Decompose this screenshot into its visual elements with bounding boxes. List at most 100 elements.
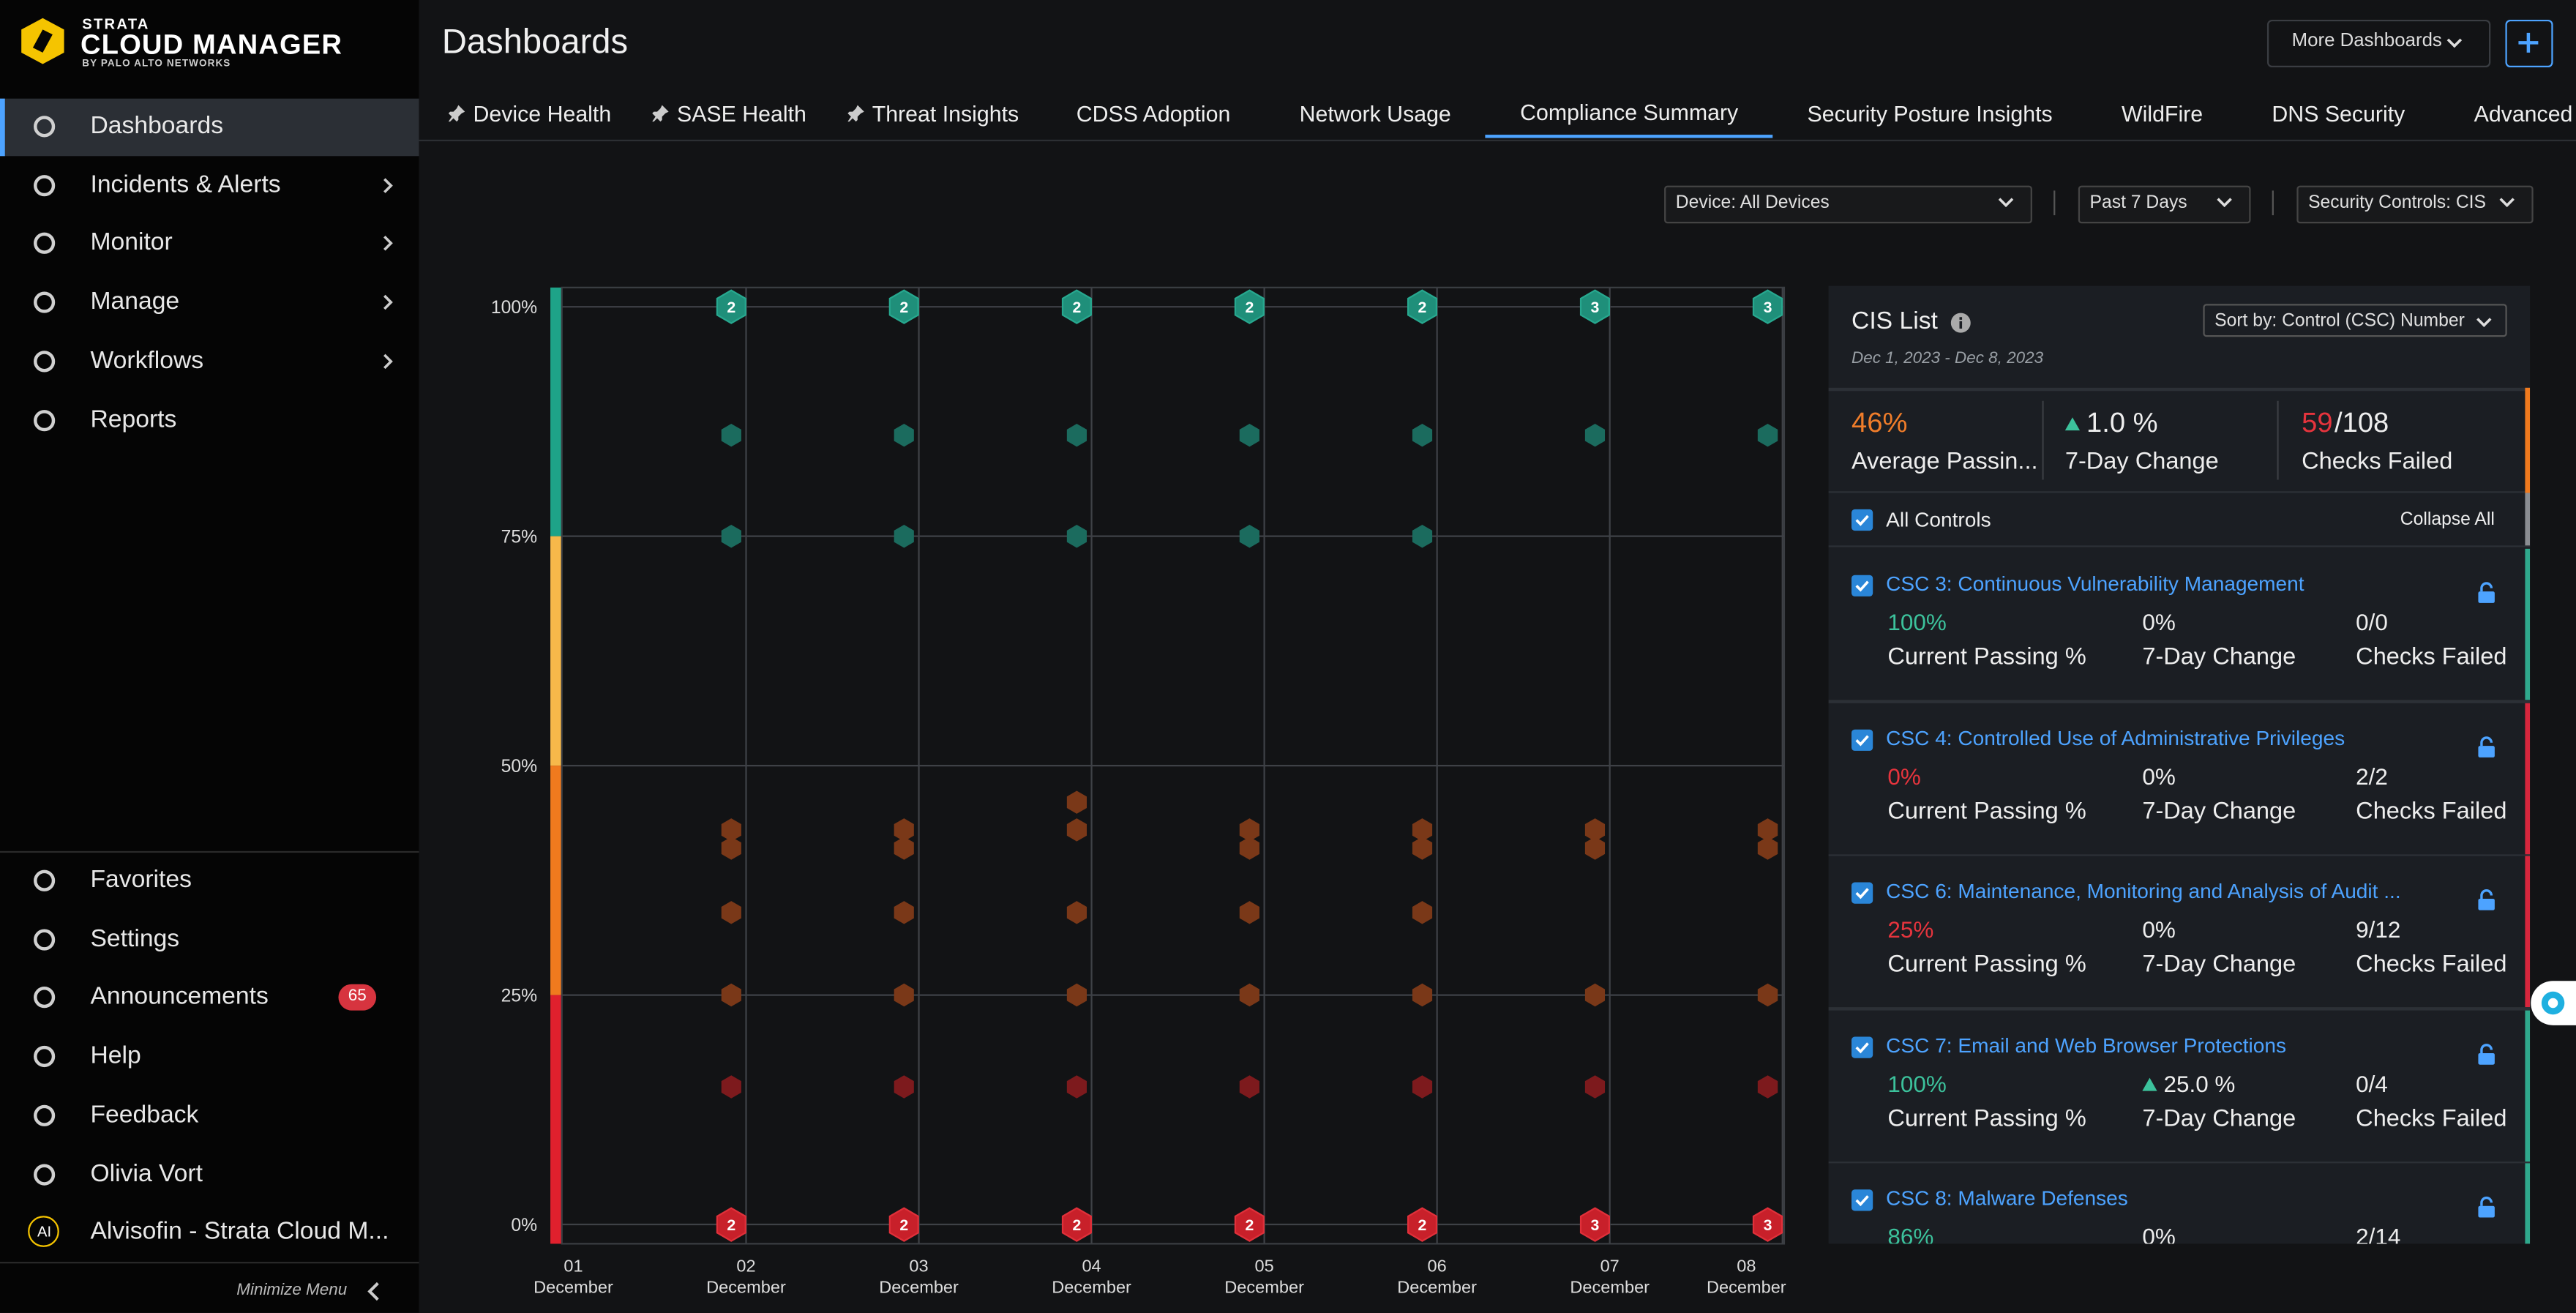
column-label: Checks Failed — [2356, 951, 2507, 979]
nav-item[interactable]: Help — [90, 1041, 141, 1070]
filter-label: Device: All Devices — [1675, 192, 1830, 213]
point — [1239, 1075, 1259, 1099]
nav-item[interactable]: Incidents & Alerts — [90, 170, 281, 198]
checkbox[interactable] — [1852, 1036, 1873, 1058]
x-tick-month: December — [879, 1278, 959, 1297]
control-name[interactable]: CSC 7: Email and Web Browser Protections — [1886, 1033, 2287, 1058]
more-dashboards-btn[interactable] — [2266, 19, 2491, 68]
nav-item[interactable]: Announcements — [90, 983, 269, 1011]
column-label: Current Passing % — [1887, 644, 2086, 671]
failed-label: Checks Failed — [2302, 449, 2453, 476]
assistant-button[interactable] — [2531, 981, 2576, 1025]
point — [1584, 837, 1606, 860]
more-dashboards: More Dashboards — [2291, 31, 2442, 51]
point-count: 2 — [1418, 1216, 1427, 1234]
nav-item[interactable]: Alvisofin - Strata Cloud M... — [90, 1217, 389, 1246]
count-point — [888, 289, 919, 324]
collapse-all[interactable]: Collapse All — [2400, 509, 2495, 530]
control-name[interactable]: CSC 6: Maintenance, Monitoring and Analy… — [1886, 880, 2401, 903]
nav-item[interactable]: Reports — [90, 405, 177, 433]
y-tick-label: 50% — [501, 757, 537, 777]
minimize-menu[interactable]: Minimize Menu — [236, 1282, 348, 1300]
nav-item[interactable]: Manage — [90, 288, 180, 316]
nav-icon — [34, 1163, 56, 1185]
lock-icon — [2478, 736, 2495, 757]
pin-icon — [448, 105, 465, 122]
tab[interactable]: Device Health — [430, 89, 634, 138]
nav-item[interactable]: Settings — [90, 924, 180, 953]
checks-failed: 0/4 — [2356, 1070, 2388, 1097]
filter-select[interactable] — [1664, 185, 2032, 224]
add-btn[interactable] — [2505, 19, 2553, 68]
band — [550, 536, 562, 766]
x-tick-day: 01 — [564, 1257, 583, 1276]
tab[interactable]: Network Usage — [1265, 89, 1485, 138]
current-passing: 86% — [1887, 1224, 1934, 1244]
point — [894, 525, 914, 548]
checkbox[interactable] — [1852, 575, 1873, 596]
nav-item[interactable]: Favorites — [90, 866, 192, 894]
tab[interactable]: Security Posture Insights — [1772, 89, 2087, 138]
brand: CLOUD MANAGER — [80, 29, 343, 61]
point — [1412, 423, 1433, 447]
point — [721, 423, 741, 447]
checks-failed: 2/2 — [2356, 763, 2388, 789]
point — [721, 525, 741, 548]
column-label: 7-Day Change — [2142, 798, 2296, 825]
nav-item[interactable]: Feedback — [90, 1100, 199, 1129]
count-point — [1752, 1207, 1783, 1242]
point — [894, 818, 914, 842]
point — [1757, 837, 1778, 860]
all-controls-stripe — [2525, 493, 2531, 547]
collapse-icon[interactable] — [367, 1282, 381, 1301]
tab[interactable]: Threat Insights — [829, 89, 1041, 138]
tab[interactable]: Advanced URL Filte — [2439, 89, 2576, 138]
tab[interactable]: WildFire — [2087, 89, 2237, 138]
nav-item[interactable]: Dashboards — [90, 111, 224, 140]
point — [721, 837, 741, 860]
point — [1757, 423, 1778, 447]
up-triangle — [2064, 417, 2081, 431]
column-label: Current Passing % — [1887, 951, 2086, 979]
brand-top: STRATA — [82, 15, 150, 33]
nav-icon — [34, 350, 56, 373]
chevron — [383, 295, 393, 310]
x-tick-day: 02 — [736, 1257, 755, 1276]
tab-label: Advanced URL Filte — [2474, 101, 2576, 126]
checkbox[interactable] — [1852, 728, 1873, 751]
control-name[interactable]: CSC 3: Continuous Vulnerability Manageme… — [1886, 572, 2304, 596]
band — [550, 766, 562, 995]
current-passing: 0% — [1887, 763, 1921, 789]
control-name[interactable]: CSC 8: Malware Defenses — [1886, 1187, 2128, 1211]
nav-item[interactable]: Monitor — [90, 228, 173, 258]
point — [894, 423, 914, 447]
point — [1412, 1075, 1433, 1099]
sort-select[interactable] — [2203, 304, 2507, 337]
x-tick-day: 05 — [1255, 1257, 1274, 1276]
pin-icon — [847, 105, 864, 122]
checkbox[interactable] — [1852, 882, 1873, 905]
average-label: Average Passin... — [1852, 449, 2038, 476]
tab-label: SASE Health — [677, 101, 806, 126]
current-passing: 25% — [1887, 916, 1934, 943]
date-range: Dec 1, 2023 - Dec 8, 2023 — [1852, 350, 2044, 368]
panel-title: CIS List — [1852, 307, 1938, 335]
tab-label: Device Health — [473, 101, 612, 126]
tab[interactable]: SASE Health — [634, 89, 830, 138]
tab[interactable]: Compliance Summary — [1485, 89, 1773, 138]
checkbox[interactable] — [1852, 509, 1873, 531]
point-count: 3 — [1764, 299, 1772, 316]
control-name[interactable]: CSC 4: Controlled Use of Administrative … — [1886, 726, 2345, 749]
nav-icon — [34, 291, 56, 313]
column-label: Checks Failed — [2356, 798, 2507, 825]
tab[interactable]: DNS Security — [2237, 89, 2439, 138]
avatar-initials: AI — [37, 1223, 52, 1241]
nav-item[interactable]: Olivia Vort — [90, 1159, 203, 1187]
filter-select[interactable] — [2296, 185, 2534, 224]
tab[interactable]: CDSS Adoption — [1042, 89, 1265, 138]
sort-label: Sort by: Control (CSC) Number — [2214, 311, 2465, 332]
nav-item[interactable]: Workflows — [90, 346, 204, 375]
x-tick-month: December — [1707, 1278, 1786, 1297]
checkbox[interactable] — [1852, 1190, 1873, 1212]
